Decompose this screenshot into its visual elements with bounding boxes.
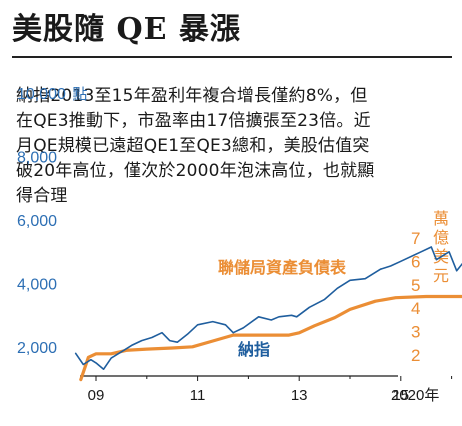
y-right-unit-char: 元: [433, 266, 449, 285]
description: 納指2013至15年盈利年複合增長僅約8%，但 在QE3推動下，市盈率由17倍擴…: [16, 84, 452, 209]
title-divider: [12, 56, 452, 58]
y-right-unit-char: 億: [433, 228, 449, 247]
x-tick-label: 15: [392, 387, 409, 404]
y-right-tick-label: 5: [411, 276, 420, 295]
y-right-tick-label: 4: [411, 299, 420, 318]
description-line-2: 在QE3推動下，市盈率由17倍擴張至23倍。近: [16, 111, 371, 131]
page-title: 美股隨 QE 暴漲: [12, 12, 241, 47]
x-tick-label: 11: [190, 387, 206, 404]
y-left-unit: 點: [72, 85, 87, 103]
y-left-tick-label: 4,000: [17, 277, 57, 294]
series-line-fed-balance-sheet: [79, 294, 462, 382]
y-right-tick-label: 6: [411, 252, 420, 271]
y-right-tick-label: 3: [411, 323, 420, 342]
x-tick-label: 13: [291, 387, 308, 404]
x-tick-label: 09: [88, 387, 105, 404]
description-line-1: 納指2013至15年盈利年複合增長僅約8%，但: [16, 86, 368, 106]
y-right-tick-label: 2: [411, 346, 420, 365]
y-left-tick-label: 10,000: [17, 86, 66, 103]
y-left-tick-label: 6,000: [17, 213, 57, 230]
y-left-tick-label: 8,000: [17, 150, 57, 167]
y-right-unit-char: 萬: [433, 209, 449, 228]
description-line-3: 月QE規模已遠超QE1至QE3總和，美股估值突: [16, 136, 370, 156]
y-left-tick-label: 2,000: [17, 340, 57, 357]
x-tick-label-last: 2020年: [391, 387, 439, 404]
y-right-tick-label: 7: [411, 229, 420, 248]
description-line-5: 得合理: [16, 186, 68, 206]
series-label-fed-balance-sheet: 聯儲局資產負債表: [218, 258, 347, 277]
series-label-nasdaq: 納指: [238, 340, 270, 359]
description-line-4: 破20年高位，僅次於2000年泡沫高位，也就顯: [16, 161, 375, 181]
series-line-nasdaq: [74, 246, 462, 371]
